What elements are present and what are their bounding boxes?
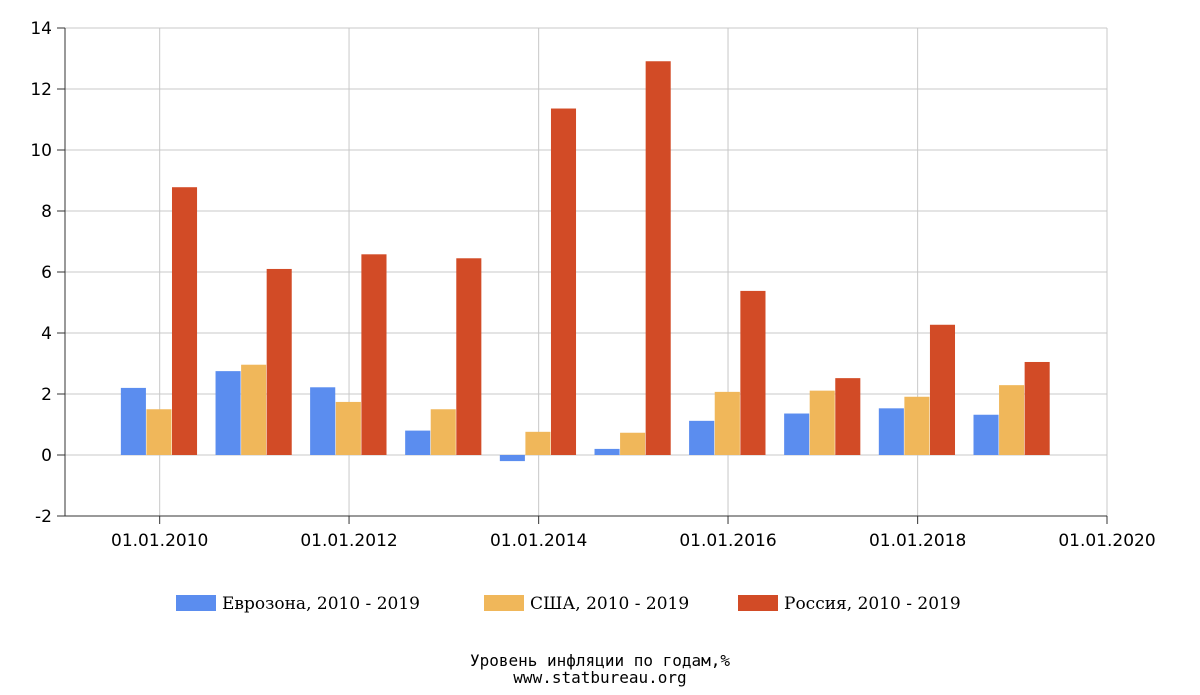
y-tick-label: 8 (41, 202, 52, 222)
bar-eurozone-2011 (215, 371, 241, 456)
y-tick-label: 2 (41, 385, 52, 405)
x-tick-label: 01.01.2016 (679, 531, 776, 551)
legend-item-usa-label: США, 2010 - 2019 (530, 594, 689, 614)
bar-russia-2012 (361, 254, 387, 455)
legend-item-usa-swatch (484, 595, 524, 611)
y-tick-label: 12 (30, 80, 52, 100)
axes: -2 0 2 4 6 8 10 12 14 01.01.2010 01.01.2012 01.01.2… (30, 19, 1155, 551)
bar-usa-2010 (146, 409, 172, 455)
y-tick-label: -2 (35, 507, 52, 527)
bar-usa-2016 (714, 391, 740, 455)
legend-item-russia-swatch (738, 595, 778, 611)
bar-eurozone-2017 (784, 413, 810, 455)
legend-item-eurozone-swatch (176, 595, 216, 611)
bar-usa-2017 (809, 390, 835, 455)
y-tick-label: 14 (30, 19, 52, 39)
y-tick-label: 4 (41, 324, 52, 344)
chart-title: Уровень инфляции по годам,% (469, 651, 731, 670)
x-tick-label: 01.01.2018 (869, 531, 966, 551)
bar-usa-2013 (430, 409, 456, 455)
bar-russia-2018 (929, 324, 956, 455)
bar-usa-2014 (525, 431, 551, 455)
bar-russia-2017 (835, 378, 861, 455)
bar-usa-2012 (335, 401, 361, 455)
bar-eurozone-2013 (405, 430, 431, 455)
bar-eurozone-2014 (499, 455, 525, 462)
bar-russia-2014 (550, 108, 577, 456)
bar-eurozone-2010 (120, 387, 146, 455)
y-tick-label: 6 (41, 263, 52, 283)
bar-eurozone-2015 (594, 448, 620, 455)
bar-usa-2019 (999, 385, 1025, 455)
bar-russia-2011 (266, 268, 292, 455)
bar-russia-2015 (645, 61, 671, 455)
bar-russia-2016 (740, 290, 766, 455)
y-tick-label: 0 (41, 446, 52, 466)
chart-source: www.statbureau.org (513, 668, 687, 687)
x-tick-label: 01.01.2020 (1058, 531, 1155, 551)
bar-eurozone-2012 (310, 387, 336, 455)
x-tick-label: 01.01.2010 (111, 531, 208, 551)
bar-eurozone-2018 (878, 408, 904, 455)
x-tick-label: 01.01.2014 (490, 531, 587, 551)
bar-russia-2010 (171, 187, 198, 455)
bar-usa-2011 (241, 364, 267, 455)
x-tick-label: 01.01.2012 (300, 531, 397, 551)
bar-eurozone-2019 (973, 414, 999, 455)
bars (120, 61, 1050, 462)
legend-item-eurozone-label: Еврозона, 2010 - 2019 (222, 594, 420, 614)
bar-usa-2018 (904, 396, 930, 455)
bar-russia-2019 (1024, 361, 1050, 455)
bar-usa-2015 (620, 432, 646, 455)
bar-russia-2013 (456, 258, 482, 455)
bar-eurozone-2016 (689, 420, 715, 455)
y-tick-label: 10 (30, 141, 52, 161)
legend: Еврозона, 2010 - 2019 США, 2010 - 2019 Рос… (176, 594, 961, 614)
legend-item-russia-label: Россия, 2010 - 2019 (784, 594, 961, 614)
